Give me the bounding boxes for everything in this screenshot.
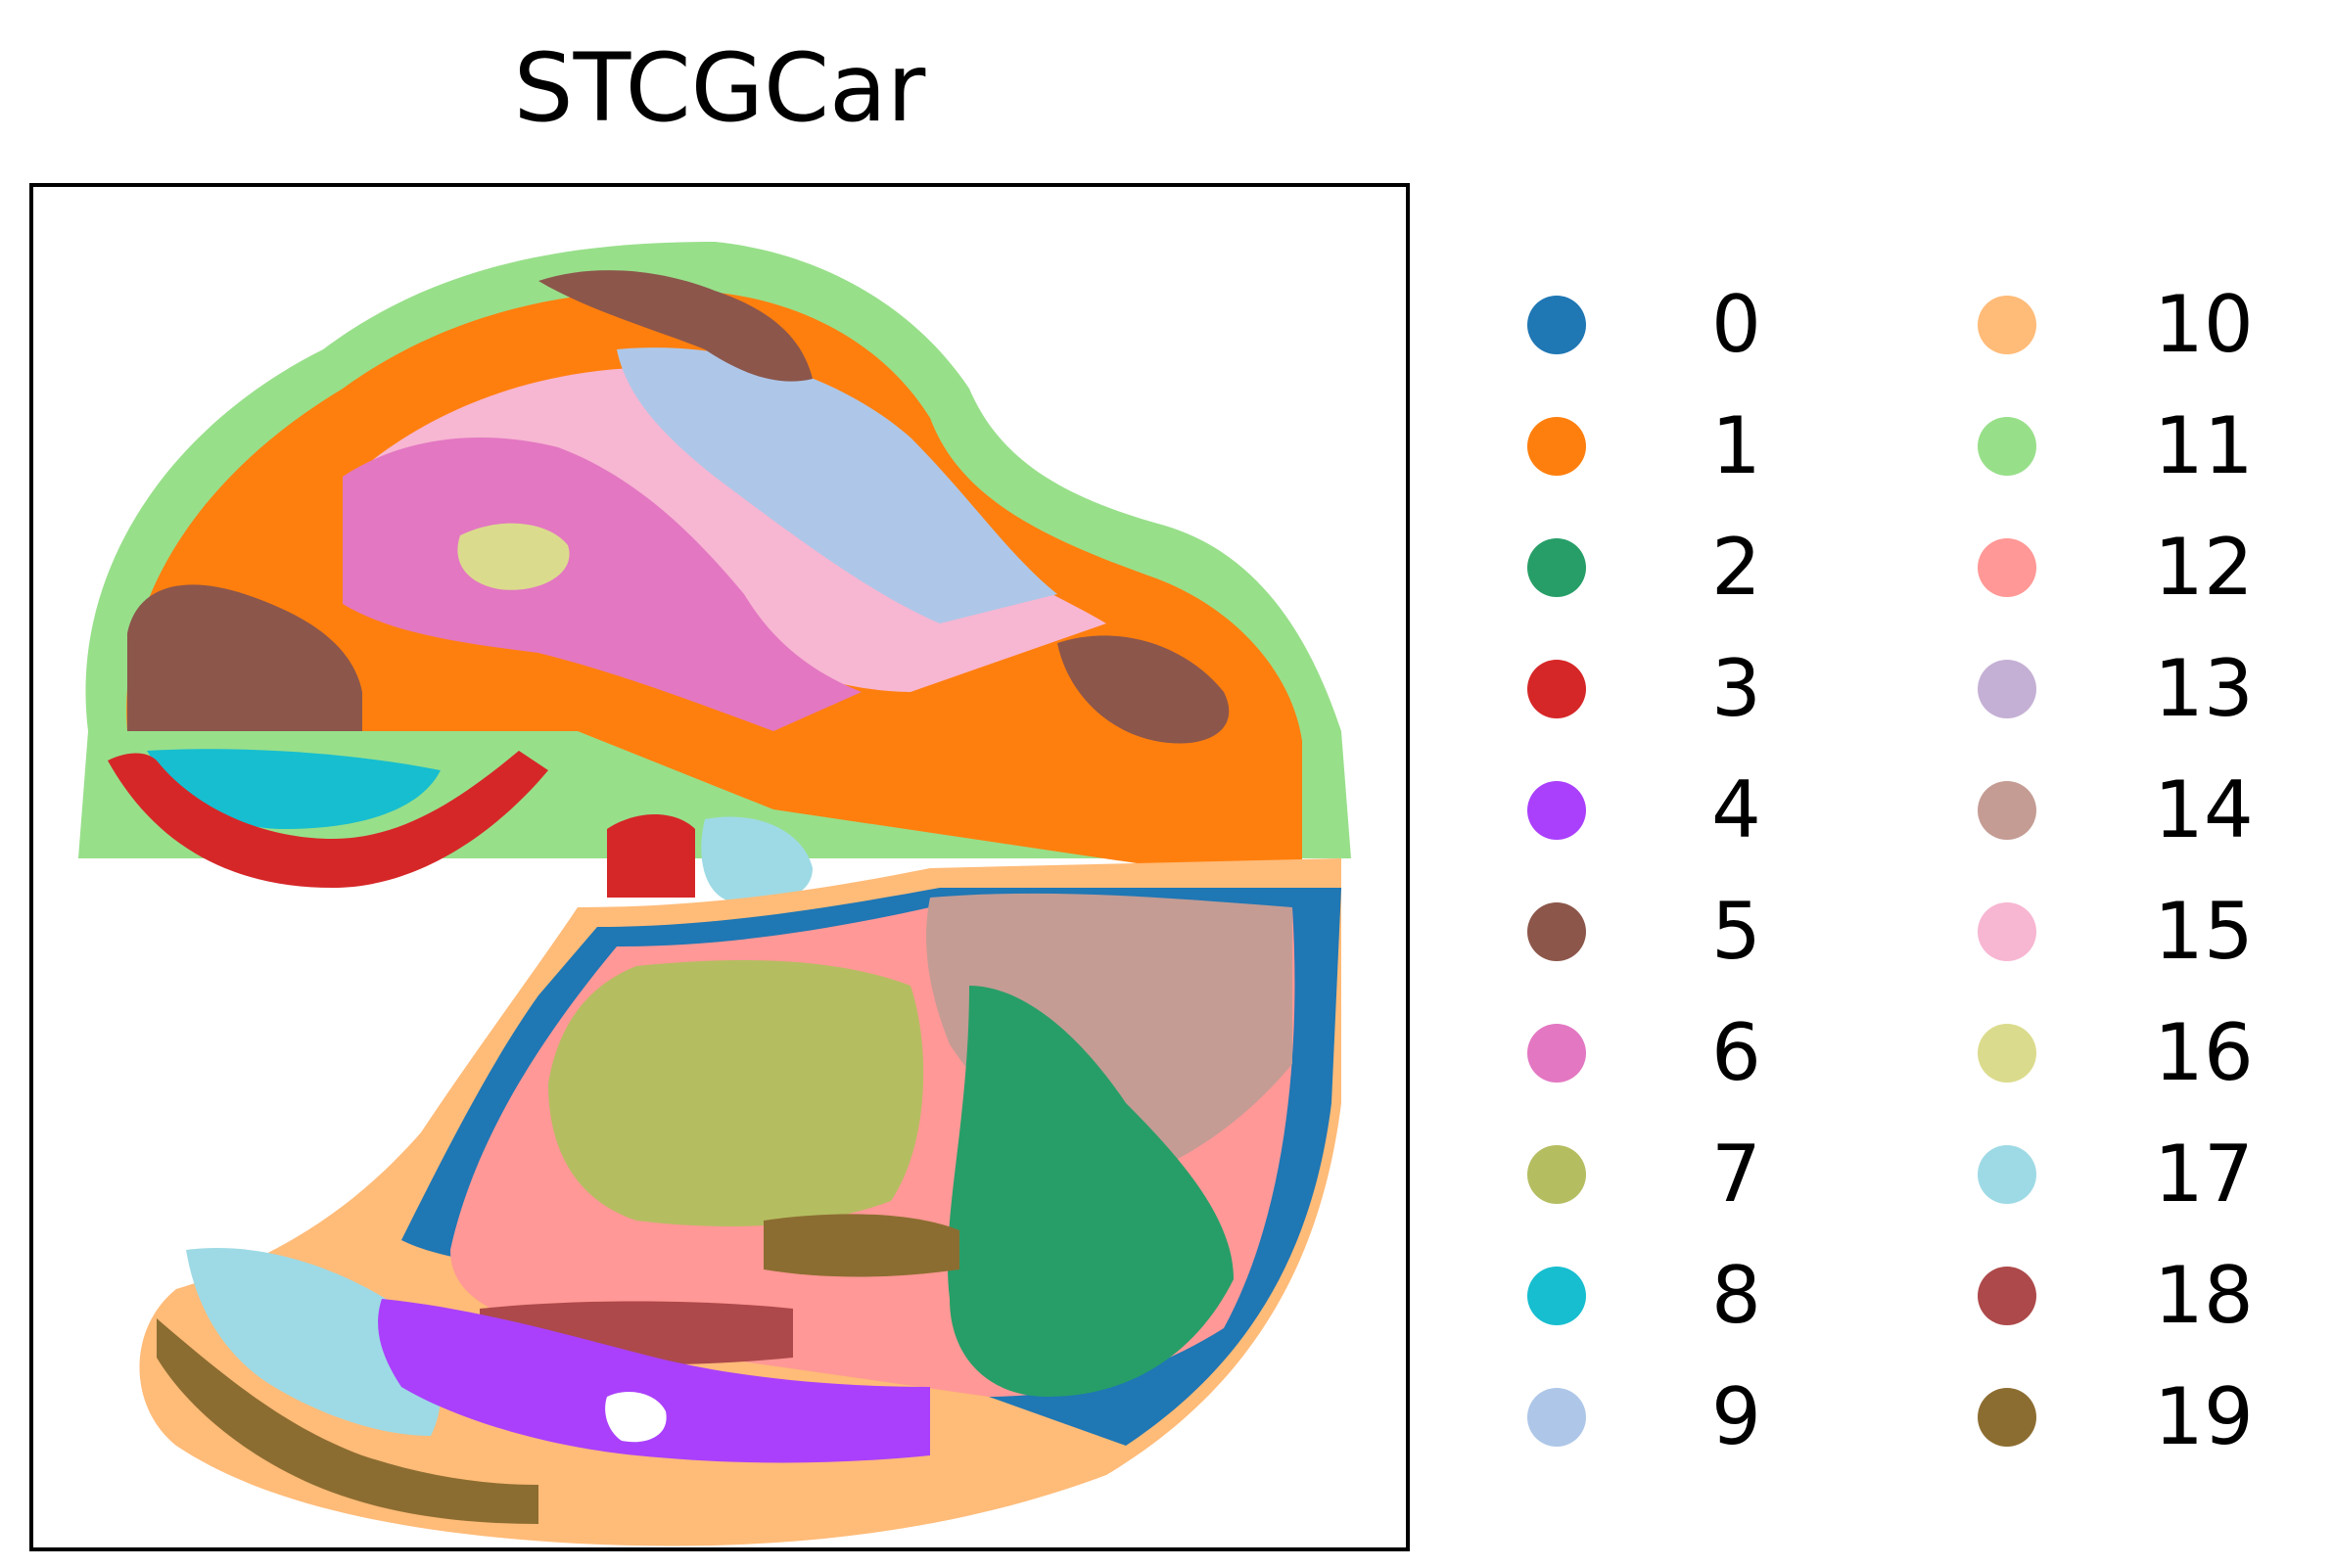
legend-label-9: 9 <box>1711 1371 1761 1462</box>
legend-swatch-10 <box>1978 296 2036 354</box>
legend-label-8: 8 <box>1711 1250 1761 1341</box>
cluster-region-9 <box>617 347 1057 623</box>
legend-swatch-8 <box>1527 1267 1586 1325</box>
legend-label-4: 4 <box>1711 764 1761 855</box>
legend-label-13: 13 <box>2154 643 2254 734</box>
legend-item-7: 7 <box>1527 1114 1919 1235</box>
legend-swatch-3 <box>1527 660 1586 718</box>
legend-label-14: 14 <box>2154 764 2254 855</box>
legend-item-12: 12 <box>1978 507 2334 628</box>
legend-swatch-4 <box>1527 781 1586 840</box>
tissue-clusters <box>78 242 1351 904</box>
legend-label-6: 6 <box>1711 1007 1761 1098</box>
legend-item-3: 3 <box>1527 628 1919 750</box>
legend-label-1: 1 <box>1711 400 1761 491</box>
legend-label-3: 3 <box>1711 643 1761 734</box>
legend-label-15: 15 <box>2154 886 2254 977</box>
legend: 0 1 2 3 4 5 6 7 8 9 10 11 12 13 14 15 16 17 18 19 <box>1527 264 2311 1478</box>
legend-swatch-16 <box>1978 1024 2036 1083</box>
legend-label-11: 11 <box>2154 400 2254 491</box>
cluster-region-7 <box>548 960 924 1226</box>
legend-label-16: 16 <box>2154 1007 2254 1098</box>
cluster-region-19b <box>157 1318 538 1524</box>
legend-item-9: 9 <box>1527 1357 1919 1478</box>
legend-label-0: 0 <box>1711 279 1761 370</box>
legend-swatch-18 <box>1978 1267 2036 1325</box>
cluster-region-19 <box>764 1214 959 1277</box>
legend-item-16: 16 <box>1978 992 2334 1114</box>
cluster-region-5b <box>538 270 813 382</box>
legend-item-11: 11 <box>1978 386 2334 507</box>
legend-item-4: 4 <box>1527 750 1919 871</box>
legend-label-10: 10 <box>2154 279 2254 370</box>
legend-label-7: 7 <box>1711 1129 1761 1220</box>
plot-area <box>29 183 1410 1551</box>
cluster-region-3 <box>108 751 548 888</box>
cluster-region-3b <box>607 814 695 898</box>
cluster-region-17 <box>701 816 813 904</box>
legend-item-19: 19 <box>1978 1357 2334 1478</box>
legend-item-15: 15 <box>1978 871 2334 992</box>
legend-swatch-9 <box>1527 1388 1586 1447</box>
cluster-region-16 <box>457 523 570 590</box>
legend-item-13: 13 <box>1978 628 2334 750</box>
legend-swatch-15 <box>1978 902 2036 961</box>
legend-item-18: 18 <box>1978 1235 2334 1357</box>
legend-item-8: 8 <box>1527 1235 1919 1357</box>
cluster-region-5c <box>1057 635 1230 744</box>
legend-item-5: 5 <box>1527 871 1919 992</box>
legend-swatch-12 <box>1978 538 2036 597</box>
legend-item-14: 14 <box>1978 750 2334 871</box>
cluster-region-5 <box>127 584 362 731</box>
legend-swatch-19 <box>1978 1388 2036 1447</box>
legend-swatch-7 <box>1527 1145 1586 1204</box>
legend-item-6: 6 <box>1527 992 1919 1114</box>
legend-swatch-17 <box>1978 1145 2036 1204</box>
legend-label-12: 12 <box>2154 522 2254 613</box>
legend-label-17: 17 <box>2154 1129 2254 1220</box>
legend-swatch-2 <box>1527 538 1586 597</box>
cluster-region-2 <box>947 986 1234 1397</box>
legend-item-1: 1 <box>1527 386 1919 507</box>
legend-item-10: 10 <box>1978 264 2334 386</box>
legend-label-19: 19 <box>2154 1371 2254 1462</box>
legend-swatch-13 <box>1978 660 2036 718</box>
legend-item-17: 17 <box>1978 1114 2334 1235</box>
cluster-region-17b <box>186 1248 441 1436</box>
legend-label-2: 2 <box>1711 522 1761 613</box>
legend-swatch-0 <box>1527 296 1586 354</box>
cluster-region-4 <box>378 1299 930 1463</box>
cluster-region-6 <box>343 438 862 731</box>
legend-swatch-5 <box>1527 902 1586 961</box>
chart-title: STCGCar <box>513 33 926 143</box>
legend-swatch-14 <box>1978 781 2036 840</box>
plot-border <box>29 183 1410 1551</box>
tissue-clusters-lower <box>139 858 1341 1546</box>
legend-item-2: 2 <box>1527 507 1919 628</box>
legend-swatch-11 <box>1978 417 2036 476</box>
legend-swatch-1 <box>1527 417 1586 476</box>
legend-item-0: 0 <box>1527 264 1919 386</box>
cluster-region-8 <box>147 749 441 829</box>
legend-swatch-6 <box>1527 1024 1586 1083</box>
tissue-hole <box>605 1392 667 1443</box>
legend-label-5: 5 <box>1711 886 1761 977</box>
legend-label-18: 18 <box>2154 1250 2254 1341</box>
